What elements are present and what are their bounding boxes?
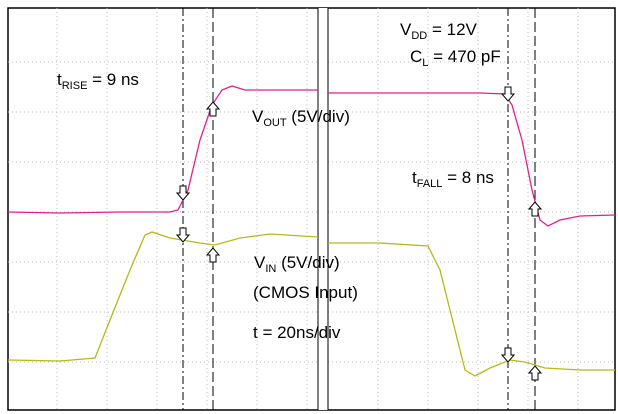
annotation-sub: DD <box>411 30 427 42</box>
vin-trace <box>328 242 615 377</box>
annotation: t = 20ns/div <box>253 323 341 342</box>
annotation-main: (CMOS Input) <box>253 283 358 302</box>
vout-trace <box>7 85 318 214</box>
annotation: (CMOS Input) <box>253 283 358 302</box>
annotation-main: V <box>400 20 412 39</box>
capture-gap <box>318 8 328 410</box>
annotation-sub: OUT <box>263 117 287 129</box>
annotation-main: t <box>57 70 62 89</box>
annotation: CL = 470 pF <box>410 47 501 69</box>
annotation-rest: (5V/div) <box>276 253 339 272</box>
vout-trace <box>328 92 616 227</box>
markers <box>175 86 543 381</box>
annotation-rest: = 470 pF <box>428 47 500 66</box>
annotation-main: V <box>252 107 264 126</box>
annotation-rest: = 12V <box>427 20 477 39</box>
annotation-sub: L <box>422 57 428 69</box>
annotation-sub: RISE <box>62 80 88 92</box>
vin-trace <box>7 231 319 362</box>
annotation: tFALL = 8 ns <box>412 168 494 190</box>
annotation-main: C <box>410 47 422 66</box>
annotation: VIN (5V/div) <box>254 253 340 275</box>
frame <box>7 7 616 411</box>
annotation-rest: (5V/div) <box>287 107 350 126</box>
annotation-main: V <box>254 253 266 272</box>
annotation-rest: = 9 ns <box>87 70 139 89</box>
annotation-sub: FALL <box>417 178 443 190</box>
grid <box>8 8 615 410</box>
annotation-main: t = 20ns/div <box>253 323 341 342</box>
annotation-sub: IN <box>265 263 276 275</box>
annotation: VDD = 12V <box>400 20 478 42</box>
annotation-rest: = 8 ns <box>442 168 494 187</box>
annotation: VOUT (5V/div) <box>252 107 350 129</box>
annotation-main: t <box>412 168 417 187</box>
annotation: tRISE = 9 ns <box>57 70 139 92</box>
